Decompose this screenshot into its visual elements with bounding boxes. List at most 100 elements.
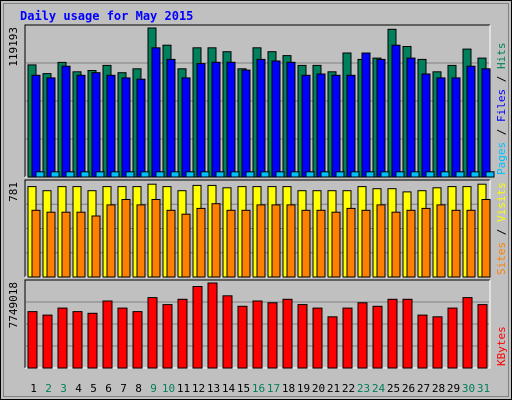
bar-files-day-12 <box>196 63 206 178</box>
x-tick-label-day-31: 31 <box>477 382 490 395</box>
bar-pages-day-2 <box>50 171 60 178</box>
hits-files-pages-panel: 119193 Pages / Files / Hits <box>7 24 508 178</box>
bar-kbytes-day-15 <box>237 305 248 369</box>
legend--: / <box>495 69 508 89</box>
x-tick-label-day-16: 16 <box>252 382 265 395</box>
legend--: / <box>495 122 508 142</box>
bar-files-day-9 <box>151 47 161 178</box>
bar-sites-day-9 <box>151 199 161 278</box>
bar-files-day-21 <box>331 74 341 178</box>
bar-files-day-1 <box>31 74 41 178</box>
bar-sites-day-2 <box>46 211 56 278</box>
bar-pages-day-15 <box>245 171 255 178</box>
bar-pages-day-18 <box>290 171 300 178</box>
bar-files-day-2 <box>46 77 56 178</box>
bar-sites-day-16 <box>256 204 266 278</box>
x-tick-label-day-20: 20 <box>312 382 325 395</box>
bar-sites-day-14 <box>226 209 236 278</box>
visits-sites-panel: 781 Sites / Visits <box>7 179 508 278</box>
bar-pages-day-9 <box>155 171 165 178</box>
bar-files-day-25 <box>391 44 401 178</box>
bar-kbytes-day-8 <box>132 311 143 369</box>
bar-kbytes-day-6 <box>102 300 113 369</box>
bar-sites-day-26 <box>406 209 416 278</box>
x-tick-label-day-10: 10 <box>162 382 175 395</box>
bar-files-day-3 <box>61 65 71 178</box>
bar-files-day-29 <box>451 77 461 178</box>
bar-sites-day-5 <box>91 215 101 278</box>
bar-kbytes-day-14 <box>222 295 233 369</box>
bar-kbytes-day-9 <box>147 297 158 369</box>
x-tick-label-day-22: 22 <box>342 382 355 395</box>
x-tick-label-day-12: 12 <box>192 382 205 395</box>
bar-pages-day-8 <box>140 171 150 178</box>
bar-files-day-26 <box>406 57 416 178</box>
bar-kbytes-day-27 <box>417 314 428 369</box>
visits-sites-legend: Sites / Visits <box>495 182 508 275</box>
hits-files-pages-frame-shadow <box>24 24 490 177</box>
hits-files-pages-scale-label: 119193 <box>7 27 20 67</box>
x-tick-label-day-15: 15 <box>237 382 250 395</box>
bar-pages-day-31 <box>485 171 495 178</box>
bar-files-day-13 <box>211 61 221 178</box>
bar-files-day-7 <box>121 77 131 178</box>
bar-sites-day-4 <box>76 211 86 278</box>
legend--: / <box>495 222 508 242</box>
bar-sites-day-13 <box>211 203 221 278</box>
bar-files-day-22 <box>346 74 356 178</box>
bar-pages-day-20 <box>320 171 330 178</box>
bar-files-day-19 <box>301 74 311 178</box>
bar-pages-day-3 <box>65 171 75 178</box>
x-tick-label-day-26: 26 <box>402 382 415 395</box>
bar-pages-day-12 <box>200 171 210 178</box>
bar-sites-day-23 <box>361 209 371 278</box>
bar-sites-day-31 <box>481 199 491 278</box>
bar-files-day-8 <box>136 78 146 178</box>
x-tick-label-day-8: 8 <box>135 382 142 395</box>
bar-kbytes-day-22 <box>342 307 353 369</box>
bar-files-day-17 <box>271 60 281 178</box>
bar-pages-day-29 <box>455 171 465 178</box>
bar-kbytes-day-2 <box>42 314 53 369</box>
bar-pages-day-6 <box>110 171 120 178</box>
bar-kbytes-day-12 <box>192 286 203 369</box>
bar-pages-day-17 <box>275 171 285 178</box>
x-tick-label-day-14: 14 <box>222 382 236 395</box>
bar-files-day-27 <box>421 73 431 178</box>
bar-files-day-24 <box>376 58 386 178</box>
bar-sites-day-6 <box>106 204 116 278</box>
bar-files-day-23 <box>361 52 371 178</box>
bar-pages-day-22 <box>350 171 360 178</box>
legend-hits: Hits <box>495 43 508 70</box>
bar-sites-day-30 <box>466 209 476 278</box>
legend-pages: Pages <box>495 142 508 175</box>
bar-kbytes-day-30 <box>462 297 473 369</box>
x-tick-label-day-18: 18 <box>282 382 295 395</box>
bar-kbytes-day-3 <box>57 307 68 369</box>
bar-sites-day-1 <box>31 209 41 278</box>
x-tick-label-day-7: 7 <box>120 382 127 395</box>
bar-sites-day-8 <box>136 204 146 278</box>
bar-kbytes-day-26 <box>402 298 413 369</box>
x-tick-label-day-24: 24 <box>372 382 386 395</box>
kbytes-frame-shadow <box>24 279 490 368</box>
bar-sites-day-27 <box>421 207 431 278</box>
bar-pages-day-1 <box>35 171 45 178</box>
bar-pages-day-23 <box>365 171 375 178</box>
bar-sites-day-12 <box>196 207 206 278</box>
bar-kbytes-day-25 <box>387 298 398 369</box>
bar-pages-day-28 <box>440 171 450 178</box>
bar-files-day-14 <box>226 61 236 178</box>
bar-sites-day-28 <box>436 204 446 278</box>
x-tick-label-day-5: 5 <box>90 382 97 395</box>
bar-pages-day-24 <box>380 171 390 178</box>
bar-files-day-28 <box>436 77 446 178</box>
bar-sites-day-15 <box>241 209 251 278</box>
x-axis-day-labels: 1 2 3 4 5 6 7 8 9 10 11 12 13 14 15 16 17 18 19 20 21 22 23 24 2… <box>30 382 490 395</box>
bar-files-day-31 <box>481 68 491 178</box>
bar-pages-day-7 <box>125 171 135 178</box>
bar-kbytes-day-29 <box>447 307 458 369</box>
bar-files-day-6 <box>106 74 116 178</box>
bar-kbytes-day-19 <box>297 304 308 369</box>
